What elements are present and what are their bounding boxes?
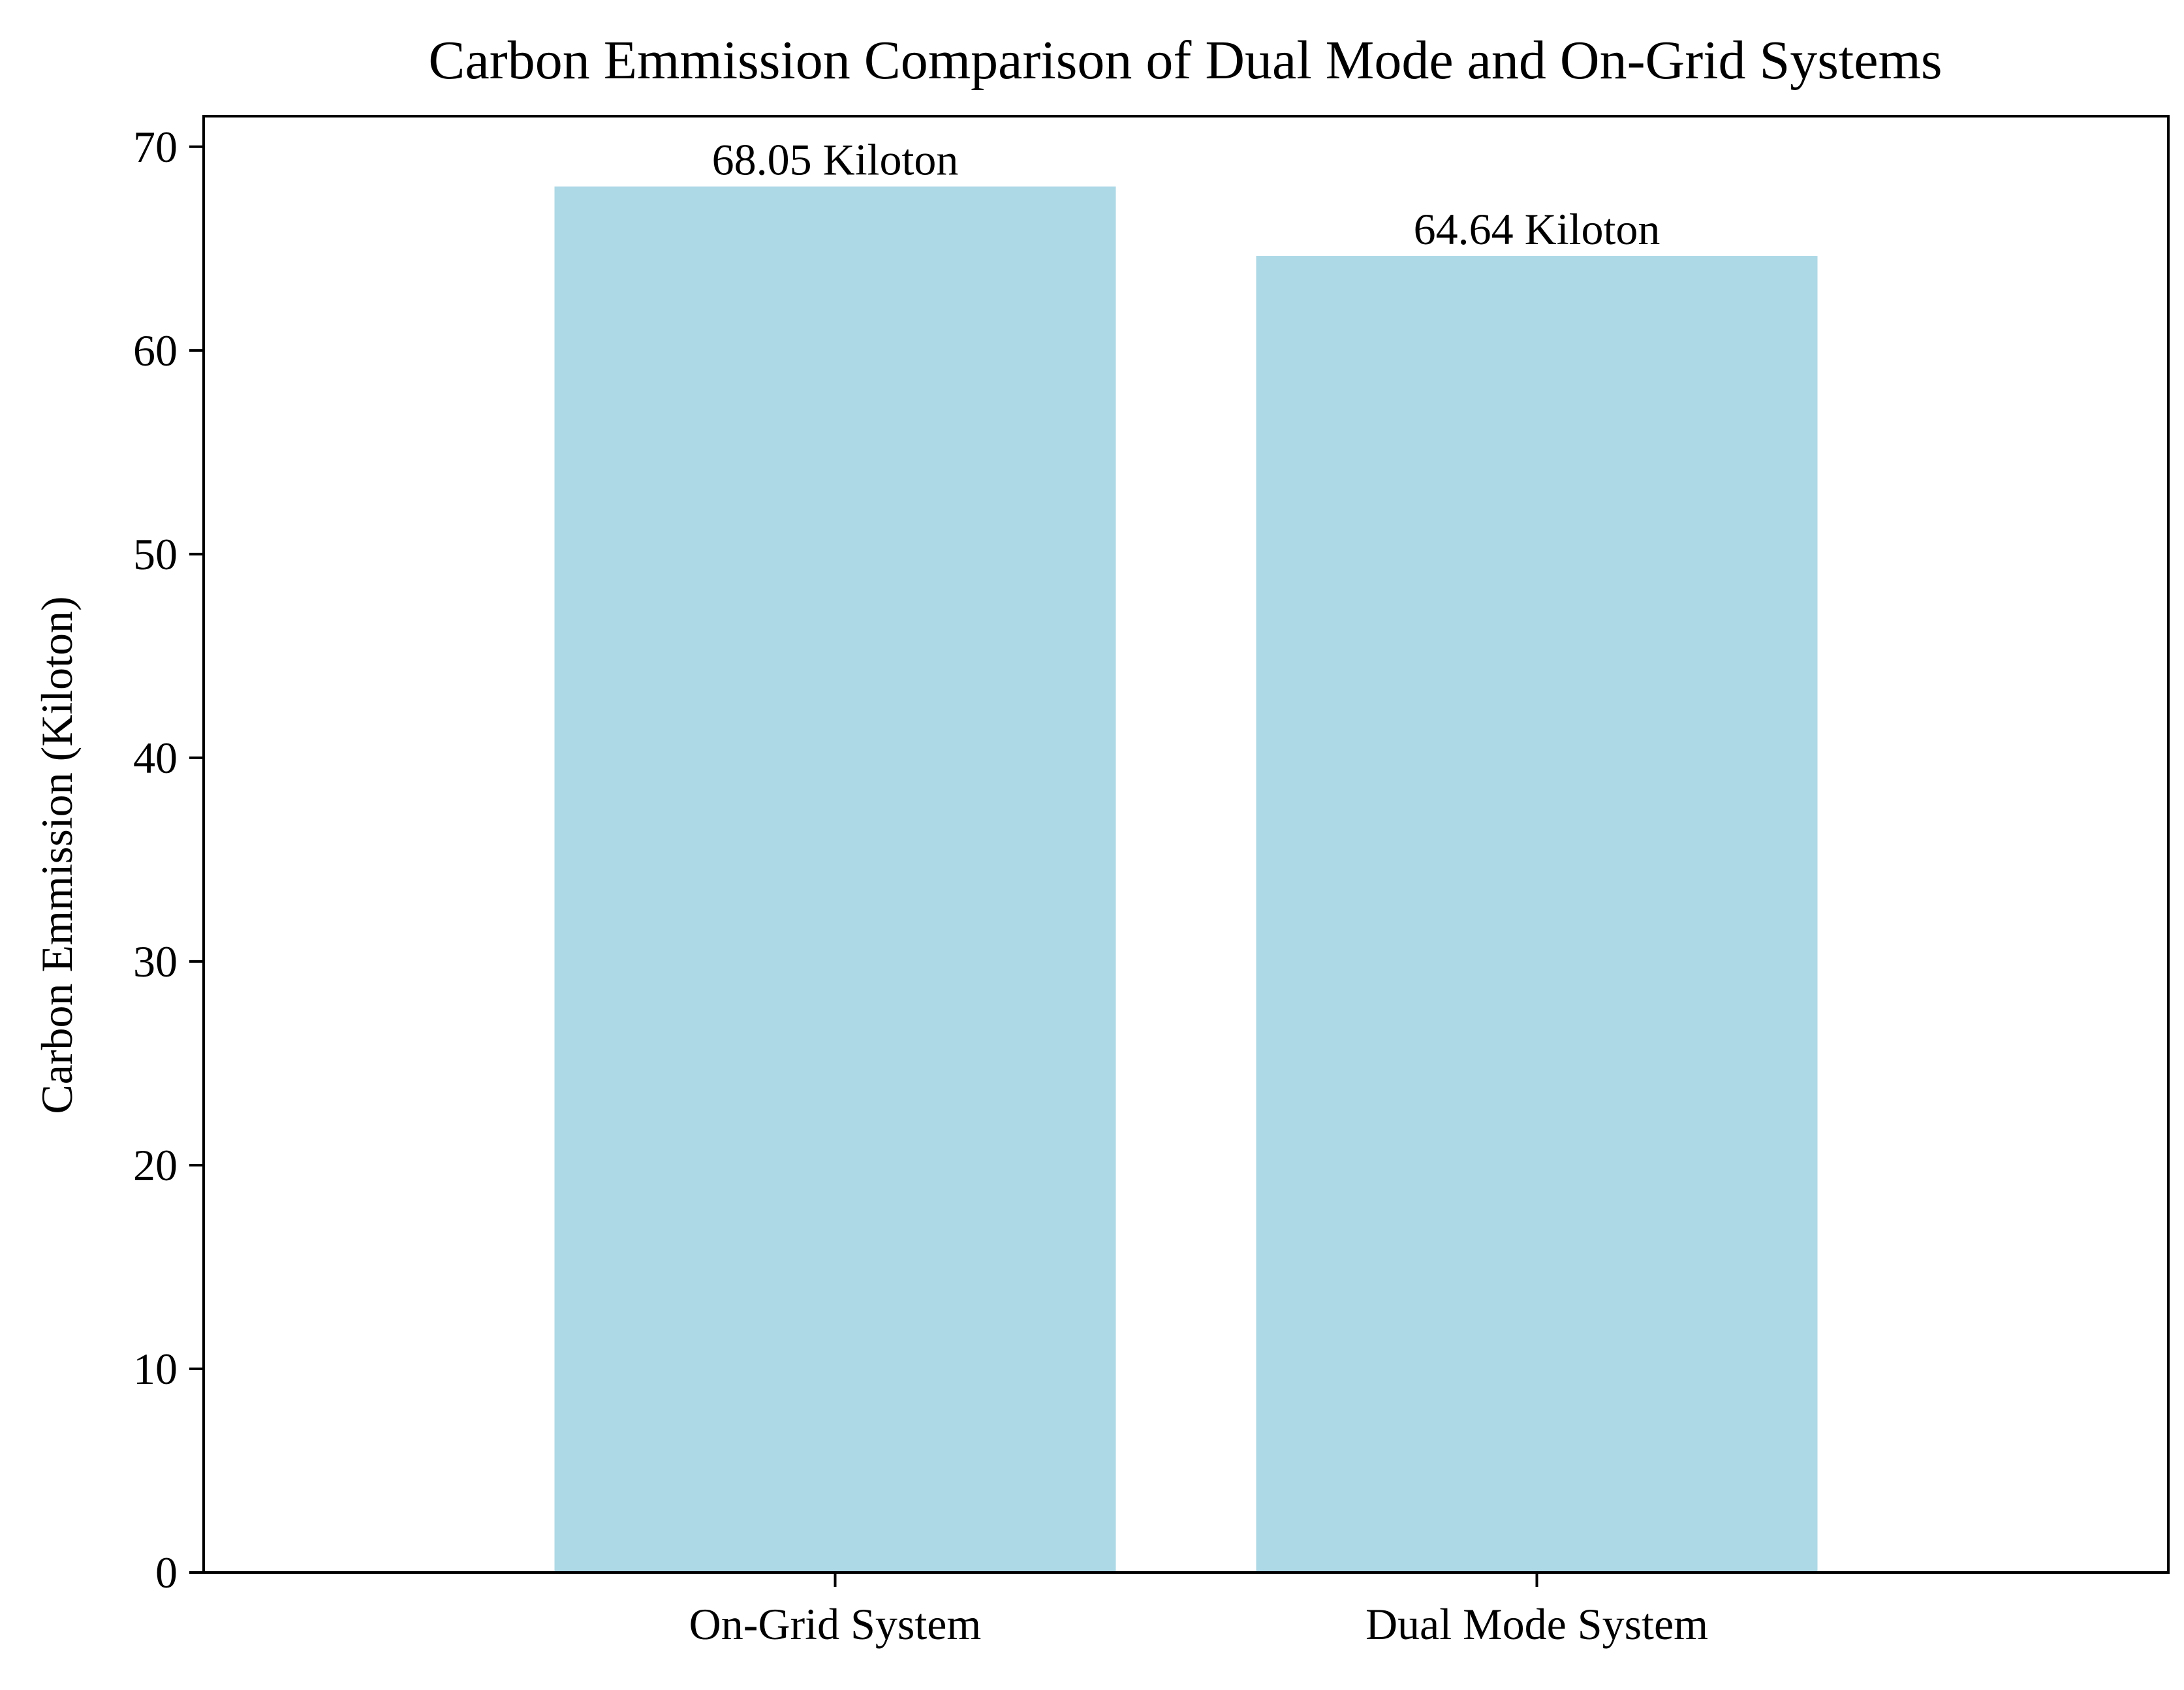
y-tick-label-3: 30 xyxy=(133,937,178,986)
y-axis-label: Carbon Emmission (Kiloton) xyxy=(32,596,82,1114)
chart-title: Carbon Emmission Comparison of Dual Mode… xyxy=(428,30,1942,91)
y-tick-label-0: 0 xyxy=(155,1548,178,1597)
y-tick-label-2: 20 xyxy=(133,1140,178,1190)
data-labels-group: 68.05 Kiloton 64.64 Kiloton xyxy=(712,135,1661,254)
y-tick-label-6: 60 xyxy=(133,326,178,375)
y-tick-label-5: 50 xyxy=(133,529,178,579)
y-tick-label-7: 70 xyxy=(133,122,178,172)
plot-frame xyxy=(202,115,2170,1574)
bar-1 xyxy=(1256,256,1818,1573)
x-tick-label-1: Dual Mode System xyxy=(1365,1599,1708,1649)
y-tick-label-1: 10 xyxy=(133,1344,178,1394)
y-ticks-group: 0 10 20 30 40 50 60 70 xyxy=(133,122,204,1597)
bar-0 xyxy=(554,186,1116,1573)
y-tick-label-4: 40 xyxy=(133,733,178,783)
data-label-1: 64.64 Kiloton xyxy=(1414,204,1661,254)
x-ticks-group: On-Grid System Dual Mode System xyxy=(689,1573,1708,1649)
x-tick-label-0: On-Grid System xyxy=(689,1599,982,1649)
data-label-0: 68.05 Kiloton xyxy=(712,135,959,185)
bars-group xyxy=(554,186,1818,1573)
